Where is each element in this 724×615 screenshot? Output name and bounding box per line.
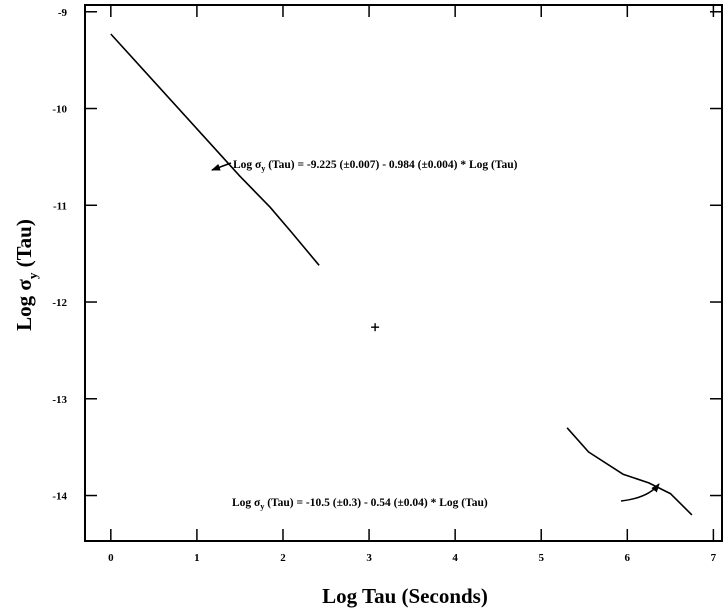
- plot-frame: [84, 4, 723, 542]
- annotation-upper-fit: Log σy (Tau) = -9.225 (±0.007) - 0.984 (…: [233, 159, 518, 173]
- plus-marker: [371, 323, 380, 332]
- annotation-upper-arrow: [211, 162, 232, 171]
- y-tick-label: -9: [58, 7, 68, 19]
- y-tick-label: -13: [52, 394, 67, 406]
- x-tick-label: 2: [280, 552, 286, 564]
- y-axis-title: Log σy (Tau): [12, 219, 40, 331]
- y-tick-label: -14: [52, 491, 67, 503]
- series-line-1: [110, 33, 320, 266]
- annotation-lower-fit: Log σy (Tau) = -10.5 (±0.3) - 0.54 (±0.0…: [232, 497, 488, 511]
- annotation-lower-arrow: [620, 483, 660, 502]
- y-tick-label: -10: [52, 104, 67, 116]
- x-tick-label: 3: [366, 552, 372, 564]
- x-tick-label: 4: [452, 552, 458, 564]
- x-tick-label: 0: [108, 552, 114, 564]
- x-axis-title: Log Tau (Seconds): [322, 584, 488, 608]
- axis-ticks: 0 1 2 3 4 5 6 7 -9 -10 -11 -12 -13 -14: [52, 5, 722, 564]
- x-tick-label: 1: [194, 552, 200, 564]
- x-tick-label: 5: [538, 552, 544, 564]
- series-layer: [110, 33, 693, 516]
- series-line-2: [566, 427, 693, 516]
- x-tick-label: 6: [625, 552, 631, 564]
- y-tick-label: -12: [52, 297, 67, 309]
- y-tick-label: -11: [53, 200, 67, 212]
- x-tick-label: 7: [711, 552, 717, 564]
